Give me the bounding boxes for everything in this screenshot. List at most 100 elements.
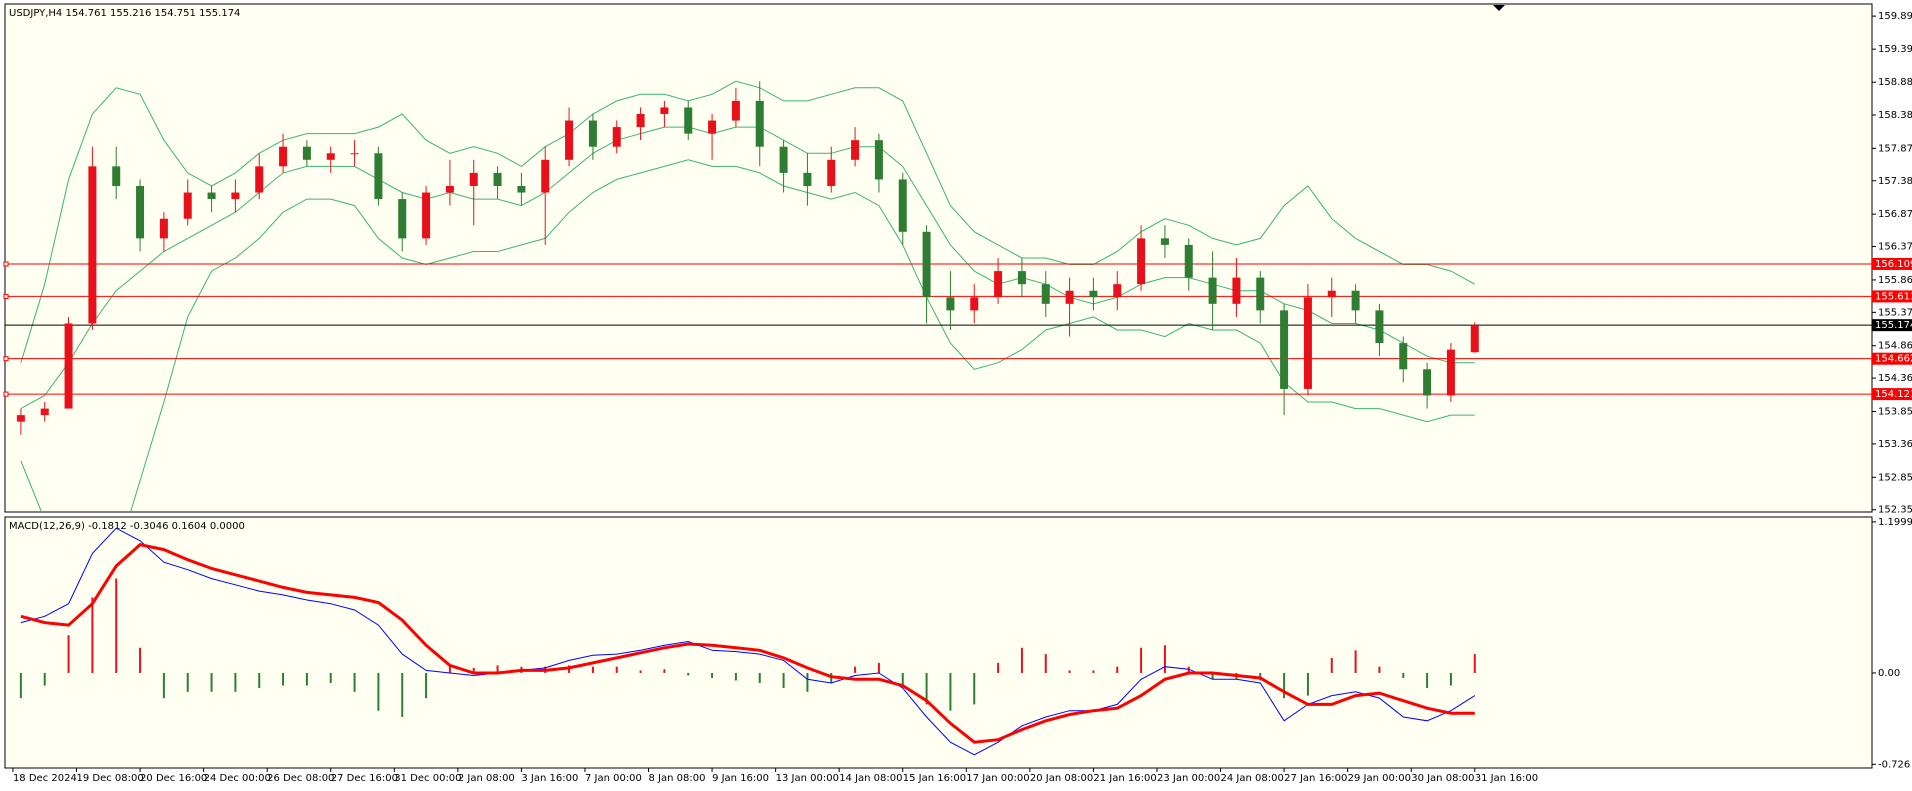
- macd-y-tick-label: 0.00: [1878, 668, 1900, 679]
- candle-body: [493, 172, 502, 186]
- x-tick-label: 15 Jan 16:00: [903, 773, 966, 784]
- x-tick-label: 20 Jan 08:00: [1030, 773, 1093, 784]
- x-tick-label: 2 Jan 08:00: [458, 773, 515, 784]
- x-tick-label: 8 Jan 08:00: [649, 773, 706, 784]
- y-tick-label: 158.385: [1878, 110, 1912, 121]
- y-tick-label: 157.875: [1878, 143, 1912, 154]
- candle-body: [731, 100, 740, 121]
- level-marker: [3, 293, 9, 299]
- candle-body: [1065, 290, 1074, 304]
- candle-body: [398, 199, 407, 239]
- candle-body: [708, 120, 717, 134]
- candle-body: [1256, 277, 1265, 311]
- candle-body: [40, 408, 49, 416]
- x-tick-label: 31 Jan 16:00: [1475, 773, 1538, 784]
- candle-body: [517, 185, 526, 193]
- level-label-box: [1872, 352, 1912, 365]
- y-tick-label: 154.860: [1878, 341, 1912, 352]
- x-tick-label: 24 Jan 08:00: [1221, 773, 1284, 784]
- y-tick-label: 158.885: [1878, 77, 1912, 88]
- candle-body: [1399, 343, 1408, 370]
- candle-body: [1160, 238, 1169, 245]
- y-tick-label: 153.360: [1878, 439, 1912, 450]
- candle-body: [779, 146, 788, 173]
- y-tick-label: 154.365: [1878, 373, 1912, 384]
- level-marker: [3, 261, 9, 267]
- candle-body: [1137, 238, 1146, 285]
- y-tick-label: 157.380: [1878, 176, 1912, 187]
- level-label-box: [1872, 290, 1912, 303]
- candle-body: [207, 192, 216, 200]
- y-tick-label: 155.865: [1878, 275, 1912, 286]
- band-lower: [20, 159, 1475, 512]
- candle-body: [1017, 271, 1026, 285]
- candle-body: [445, 185, 454, 193]
- candle-body: [1375, 310, 1384, 344]
- x-tick-label: 7 Jan 00:00: [585, 773, 642, 784]
- candle-body: [64, 323, 73, 409]
- candle-body: [136, 185, 145, 239]
- level-label: 154.662: [1875, 354, 1912, 365]
- macd-plot: [19, 527, 1476, 756]
- macd-main-line: [20, 527, 1476, 756]
- x-tick-label: 19 Dec 08:00: [77, 773, 144, 784]
- candle-body: [922, 231, 931, 298]
- x-tick-label: 18 Dec 2024: [13, 773, 77, 784]
- x-tick-label: 31 Dec 00:00: [394, 773, 461, 784]
- level-marker: [3, 391, 9, 397]
- macd-signal-line: [20, 542, 1475, 744]
- macd-y-tick-label: 1.1999: [1878, 517, 1912, 528]
- axes: 156.109 155.613 154.662 154.121 155.174 159.8…: [3, 11, 1912, 784]
- y-tick-label: 156.870: [1878, 209, 1912, 220]
- candle-body: [326, 153, 335, 160]
- macd-header: MACD(12,26,9) -0.1812 -0.3046 0.1604 0.0…: [9, 521, 245, 532]
- x-tick-label: 27 Dec 16:00: [331, 773, 398, 784]
- candle-body: [1303, 297, 1312, 389]
- y-tick-label: 155.370: [1878, 307, 1912, 318]
- candle-body: [159, 218, 168, 239]
- candle-body: [803, 172, 812, 186]
- x-tick-label: 27 Jan 16:00: [1284, 773, 1347, 784]
- candle-body: [183, 192, 192, 219]
- candle-body: [1208, 277, 1217, 304]
- macd-panel: [4, 516, 1873, 769]
- level-label-box: [1872, 257, 1912, 270]
- candle-body: [231, 192, 240, 200]
- current-price-label: 155.174: [1875, 320, 1912, 331]
- level-marker: [3, 356, 9, 362]
- candle-body: [1351, 290, 1360, 311]
- candle-body: [588, 120, 597, 147]
- y-tick-label: 156.375: [1878, 242, 1912, 253]
- candle-body: [684, 107, 693, 134]
- candle-body: [422, 192, 431, 239]
- chart-shift-marker: [1493, 5, 1505, 11]
- candle-body: [851, 140, 860, 160]
- candle-body: [565, 120, 574, 160]
- candle-body: [541, 159, 550, 193]
- candle-body: [660, 107, 669, 114]
- x-tick-label: 14 Jan 08:00: [839, 773, 902, 784]
- candle-body: [1470, 325, 1479, 353]
- candle-body: [636, 113, 645, 128]
- x-tick-label: 13 Jan 00:00: [776, 773, 839, 784]
- candle-body: [112, 166, 121, 186]
- candle-body: [1423, 369, 1432, 396]
- candle-body: [469, 172, 478, 186]
- candle-body: [255, 166, 264, 193]
- candle-body: [827, 159, 836, 186]
- x-tick-label: 9 Jan 16:00: [712, 773, 769, 784]
- y-tick-label: 152.850: [1878, 472, 1912, 483]
- candle-body: [350, 153, 359, 155]
- candle-body: [1327, 290, 1336, 298]
- candle-body: [994, 271, 1003, 298]
- band-upper: [20, 80, 1476, 363]
- main-plot: [5, 80, 1872, 512]
- x-tick-label: 23 Jan 00:00: [1157, 773, 1220, 784]
- candle-body: [1089, 290, 1098, 298]
- x-tick-label: 21 Jan 16:00: [1093, 773, 1156, 784]
- x-tick-label: 24 Dec 00:00: [204, 773, 271, 784]
- candle-body: [755, 100, 764, 147]
- y-tick-label: 159.895: [1878, 11, 1912, 22]
- level-label: 154.121: [1875, 389, 1912, 400]
